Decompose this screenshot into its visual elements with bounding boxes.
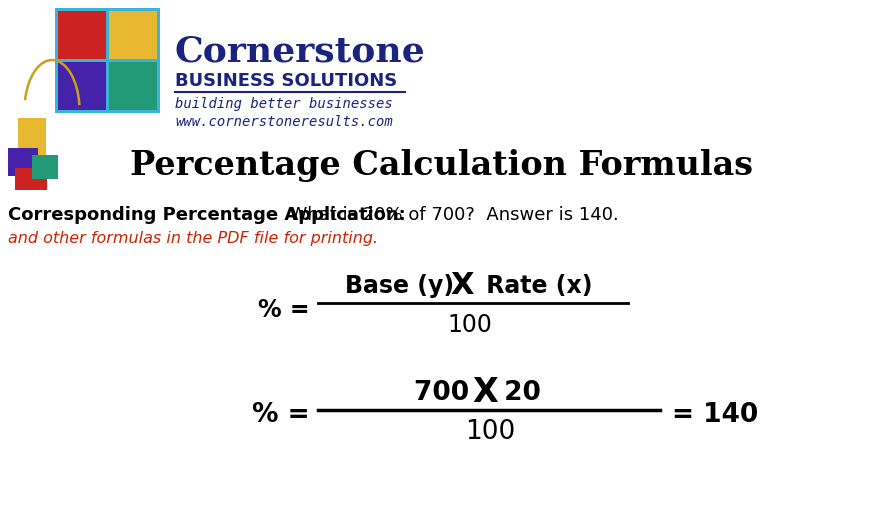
Text: 20: 20 [495,380,541,406]
Text: 700: 700 [414,380,478,406]
Text: Percentage Calculation Formulas: Percentage Calculation Formulas [131,149,753,181]
Text: Corresponding Percentage Application:  What is 20% of 700?  Answer is 140.: Corresponding Percentage Application: Wh… [8,206,700,224]
Text: and other formulas in the PDF file for printing.: and other formulas in the PDF file for p… [8,231,378,246]
Text: building better businesses: building better businesses [175,97,392,111]
Text: Base (y): Base (y) [345,274,462,298]
Text: Corresponding Percentage Application:: Corresponding Percentage Application: [8,206,406,224]
Text: www.cornerstoneresults.com: www.cornerstoneresults.com [175,115,392,129]
Bar [55,8,160,113]
Bar [109,62,157,110]
Text: 100: 100 [447,313,492,337]
Bar [58,62,106,110]
Bar [32,155,58,179]
Text: 100: 100 [465,419,515,445]
Text: X: X [450,271,474,300]
Bar [109,11,157,59]
Bar [15,168,47,190]
Bar [58,11,106,59]
Text: X: X [472,377,498,410]
Bar [8,148,38,176]
Bar [18,118,46,156]
Text: BUSINESS SOLUTIONS: BUSINESS SOLUTIONS [175,72,397,90]
Text: Rate (x): Rate (x) [478,274,592,298]
Text: Cornerstone: Cornerstone [175,35,426,69]
Text: What is 20% of 700?  Answer is 140.: What is 20% of 700? Answer is 140. [278,206,619,224]
Text: % =: % = [252,402,310,428]
Text: = 140: = 140 [672,402,758,428]
Text: % =: % = [258,298,310,322]
